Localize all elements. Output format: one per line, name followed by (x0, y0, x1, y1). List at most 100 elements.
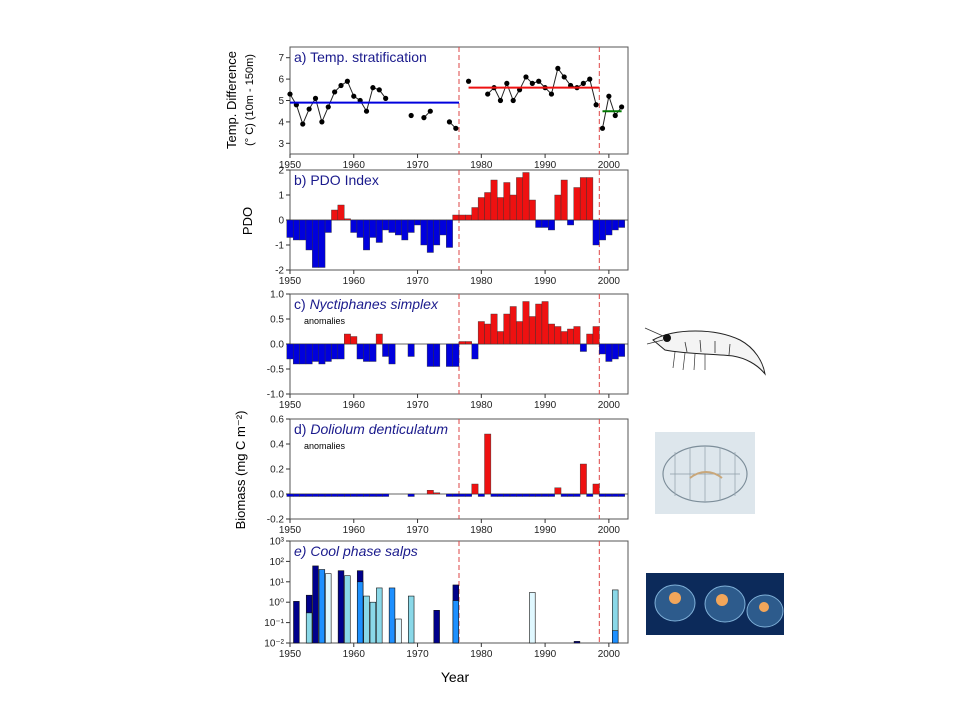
panel-title-species: Nyctiphanes simplex (310, 296, 439, 312)
ytick-label: -2 (275, 266, 284, 277)
data-point (325, 104, 331, 110)
bar (592, 326, 600, 345)
bar (509, 194, 517, 221)
krill-illustration (644, 327, 766, 376)
bar (305, 219, 313, 251)
data-point (312, 95, 319, 101)
bar (292, 219, 300, 241)
bar (573, 493, 581, 497)
bar (541, 301, 549, 345)
xtick-label: 1990 (534, 276, 557, 287)
data-point (485, 91, 491, 97)
bar (344, 575, 351, 644)
ytick-label: 2 (278, 166, 284, 177)
bar (484, 192, 492, 221)
bar (312, 343, 319, 362)
bar (529, 592, 536, 644)
bar (312, 219, 319, 268)
bar (599, 219, 606, 241)
bar (337, 204, 345, 221)
data-point (529, 80, 535, 86)
bar (458, 214, 466, 221)
bar (433, 610, 440, 644)
xtick-label: 1970 (406, 649, 429, 660)
bar (490, 179, 498, 221)
bar (548, 323, 555, 345)
panel-subtitle: anomalies (304, 441, 346, 451)
data-point (555, 65, 561, 71)
bar (497, 331, 504, 345)
ytick-label: 0.5 (270, 315, 284, 326)
xtick-label: 1970 (406, 160, 429, 171)
ytick-label: 0.0 (270, 340, 284, 351)
ytick-label: 3 (278, 139, 284, 150)
panel-title: a) Temp. stratification (294, 49, 427, 65)
data-point (593, 102, 599, 108)
xtick-label: 1980 (470, 276, 493, 287)
bar (522, 301, 530, 345)
ytick-label: -0.5 (267, 365, 285, 376)
bar (344, 218, 351, 221)
bar (356, 581, 364, 644)
bar (605, 493, 613, 497)
bar (414, 219, 421, 226)
bar (592, 483, 600, 495)
ytick-label: 5 (278, 96, 284, 107)
ytick-label: 6 (278, 75, 284, 86)
xtick-label: 1970 (406, 400, 429, 411)
bar (579, 463, 587, 495)
bar (458, 493, 466, 497)
bar (344, 333, 351, 345)
ytick-label: 1.0 (270, 290, 284, 301)
bar (382, 219, 390, 231)
ytick-label: 7 (278, 53, 284, 64)
data-point (561, 74, 567, 80)
bar (331, 209, 339, 221)
xtick-label: 1960 (343, 525, 366, 536)
bar (560, 493, 568, 497)
data-point (421, 115, 427, 121)
bar (503, 182, 511, 221)
xtick-label: 2000 (598, 276, 621, 287)
bar (407, 493, 415, 497)
bar (522, 172, 530, 221)
bar (541, 493, 549, 497)
bar (337, 343, 345, 360)
ytick-label: 10⁰ (269, 598, 284, 609)
ytick-label: 10² (270, 557, 285, 568)
bar (586, 333, 594, 345)
bar (433, 343, 441, 367)
bar (305, 612, 313, 644)
bar (503, 493, 511, 497)
bar (433, 492, 441, 495)
bar (331, 493, 339, 497)
data-point (497, 97, 504, 104)
xtick-label: 1950 (279, 525, 302, 536)
data-point (332, 89, 338, 95)
bar (407, 343, 415, 357)
bar (503, 313, 511, 345)
ylabel-b: PDO (240, 207, 255, 235)
bar (471, 483, 479, 495)
panel-b: -2 -1 0 1 2 1950 1960 1970 1980 1990 2000 b) PDO In… (275, 166, 629, 287)
bar (439, 219, 447, 236)
bar (356, 219, 364, 238)
data-point (287, 91, 293, 97)
bar (369, 343, 377, 362)
data-point (376, 87, 382, 93)
bar (369, 493, 377, 497)
bar (612, 630, 619, 644)
xtick-label: 1980 (470, 160, 493, 171)
bar (433, 219, 441, 246)
bar (446, 493, 453, 497)
bar (305, 493, 313, 497)
bar (312, 565, 319, 644)
salp-photo (646, 573, 784, 635)
bar (388, 219, 396, 233)
bar (312, 493, 319, 497)
data-point (306, 106, 312, 112)
bar (554, 326, 562, 345)
data-point (612, 112, 618, 119)
